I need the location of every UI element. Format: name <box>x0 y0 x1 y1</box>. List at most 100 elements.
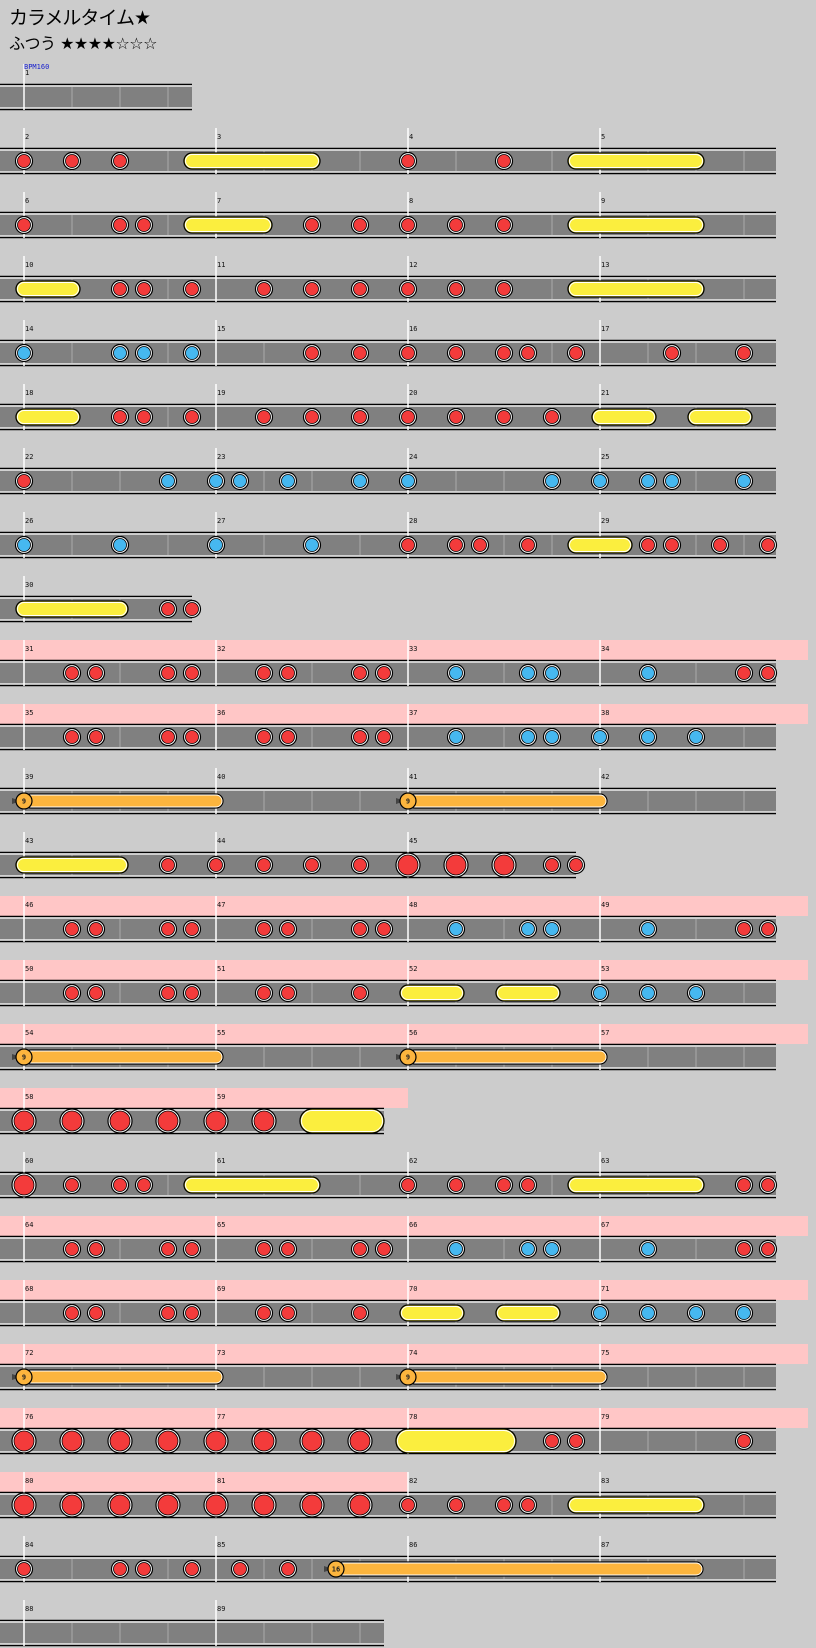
note-face <box>113 1562 127 1576</box>
note-face <box>401 410 415 424</box>
note-face <box>521 1242 535 1256</box>
measure-number: 40 <box>217 773 225 781</box>
note-face <box>257 858 271 872</box>
note-face <box>497 154 511 168</box>
measure-number: 50 <box>25 965 33 973</box>
note-face <box>401 218 415 232</box>
note-face <box>257 666 271 680</box>
note-face <box>281 1562 295 1576</box>
drumroll-note <box>567 280 705 298</box>
drumroll-inner <box>401 1306 463 1320</box>
note-face <box>305 538 319 552</box>
note-face <box>233 474 247 488</box>
note-face <box>641 538 655 552</box>
note-face <box>353 410 367 424</box>
big-drumroll-note <box>395 1428 517 1454</box>
gogo-band <box>0 1344 808 1364</box>
gogo-band <box>0 704 808 724</box>
note-face <box>205 1494 227 1516</box>
note-face <box>545 730 559 744</box>
note-face <box>161 474 175 488</box>
note-face <box>521 346 535 360</box>
note-face <box>761 1178 775 1192</box>
note-face <box>641 666 655 680</box>
note-face <box>353 858 367 872</box>
drumroll-inner <box>569 1498 703 1512</box>
note-face <box>545 666 559 680</box>
note-face <box>449 730 463 744</box>
note-face <box>521 1178 535 1192</box>
note-face <box>257 1306 271 1320</box>
note-face <box>449 346 463 360</box>
note-face <box>665 346 679 360</box>
balloon-count: 9 <box>406 1374 410 1382</box>
note-face <box>401 474 415 488</box>
measure-number: 42 <box>601 773 609 781</box>
measure-number: 22 <box>25 453 33 461</box>
measure-number: 33 <box>409 645 417 653</box>
note-face <box>449 1242 463 1256</box>
note-face <box>185 410 199 424</box>
note-face <box>281 1242 295 1256</box>
note-face <box>545 1242 559 1256</box>
note-face <box>377 922 391 936</box>
measure-number: 26 <box>25 517 33 525</box>
note-face <box>521 730 535 744</box>
drumroll-inner <box>569 282 703 296</box>
measure-number: 17 <box>601 325 609 333</box>
note-face <box>257 922 271 936</box>
measure-number: 2 <box>25 133 29 141</box>
note-face <box>185 986 199 1000</box>
note-face <box>89 1242 103 1256</box>
measure-number: 48 <box>409 901 417 909</box>
gogo-band <box>0 896 808 916</box>
lane-row <box>0 86 192 108</box>
note-face <box>641 730 655 744</box>
note-face <box>449 282 463 296</box>
measure-number: 8 <box>409 197 413 205</box>
note-face <box>161 730 175 744</box>
measure-number: 47 <box>217 901 225 909</box>
note-face <box>305 410 319 424</box>
lane-row <box>0 1622 384 1644</box>
measure-number: 35 <box>25 709 33 717</box>
drumroll-inner <box>17 410 79 424</box>
note-face <box>257 730 271 744</box>
measure-number: 3 <box>217 133 221 141</box>
measure-number: 6 <box>25 197 29 205</box>
balloon-bar <box>335 1561 704 1577</box>
measure-number: 20 <box>409 389 417 397</box>
measure-number: 51 <box>217 965 225 973</box>
balloon-count: 9 <box>22 1374 26 1382</box>
measure-number: 5 <box>601 133 605 141</box>
note-face <box>737 666 751 680</box>
measure-number: 68 <box>25 1285 33 1293</box>
note-face <box>161 986 175 1000</box>
measure-number: 66 <box>409 1221 417 1229</box>
drumroll-inner <box>17 858 127 872</box>
drumroll-inner <box>497 986 559 1000</box>
drumroll-note <box>567 152 705 170</box>
note-face <box>185 666 199 680</box>
note-face <box>737 922 751 936</box>
note-face <box>257 986 271 1000</box>
note-face <box>305 218 319 232</box>
note-face <box>281 986 295 1000</box>
note-face <box>497 282 511 296</box>
note-face <box>89 986 103 1000</box>
measure-number: 73 <box>217 1349 225 1357</box>
note-face <box>113 538 127 552</box>
measure-number: 84 <box>25 1541 33 1549</box>
measure-number: 14 <box>25 325 33 333</box>
balloon-bar <box>23 793 224 809</box>
lane-row <box>0 1302 776 1324</box>
measure-number: 49 <box>601 901 609 909</box>
note-face <box>665 474 679 488</box>
note-face <box>401 282 415 296</box>
note-face <box>493 854 515 876</box>
gogo-band <box>0 960 808 980</box>
note-face <box>641 1306 655 1320</box>
note-face <box>13 1174 35 1196</box>
note-face <box>65 1242 79 1256</box>
